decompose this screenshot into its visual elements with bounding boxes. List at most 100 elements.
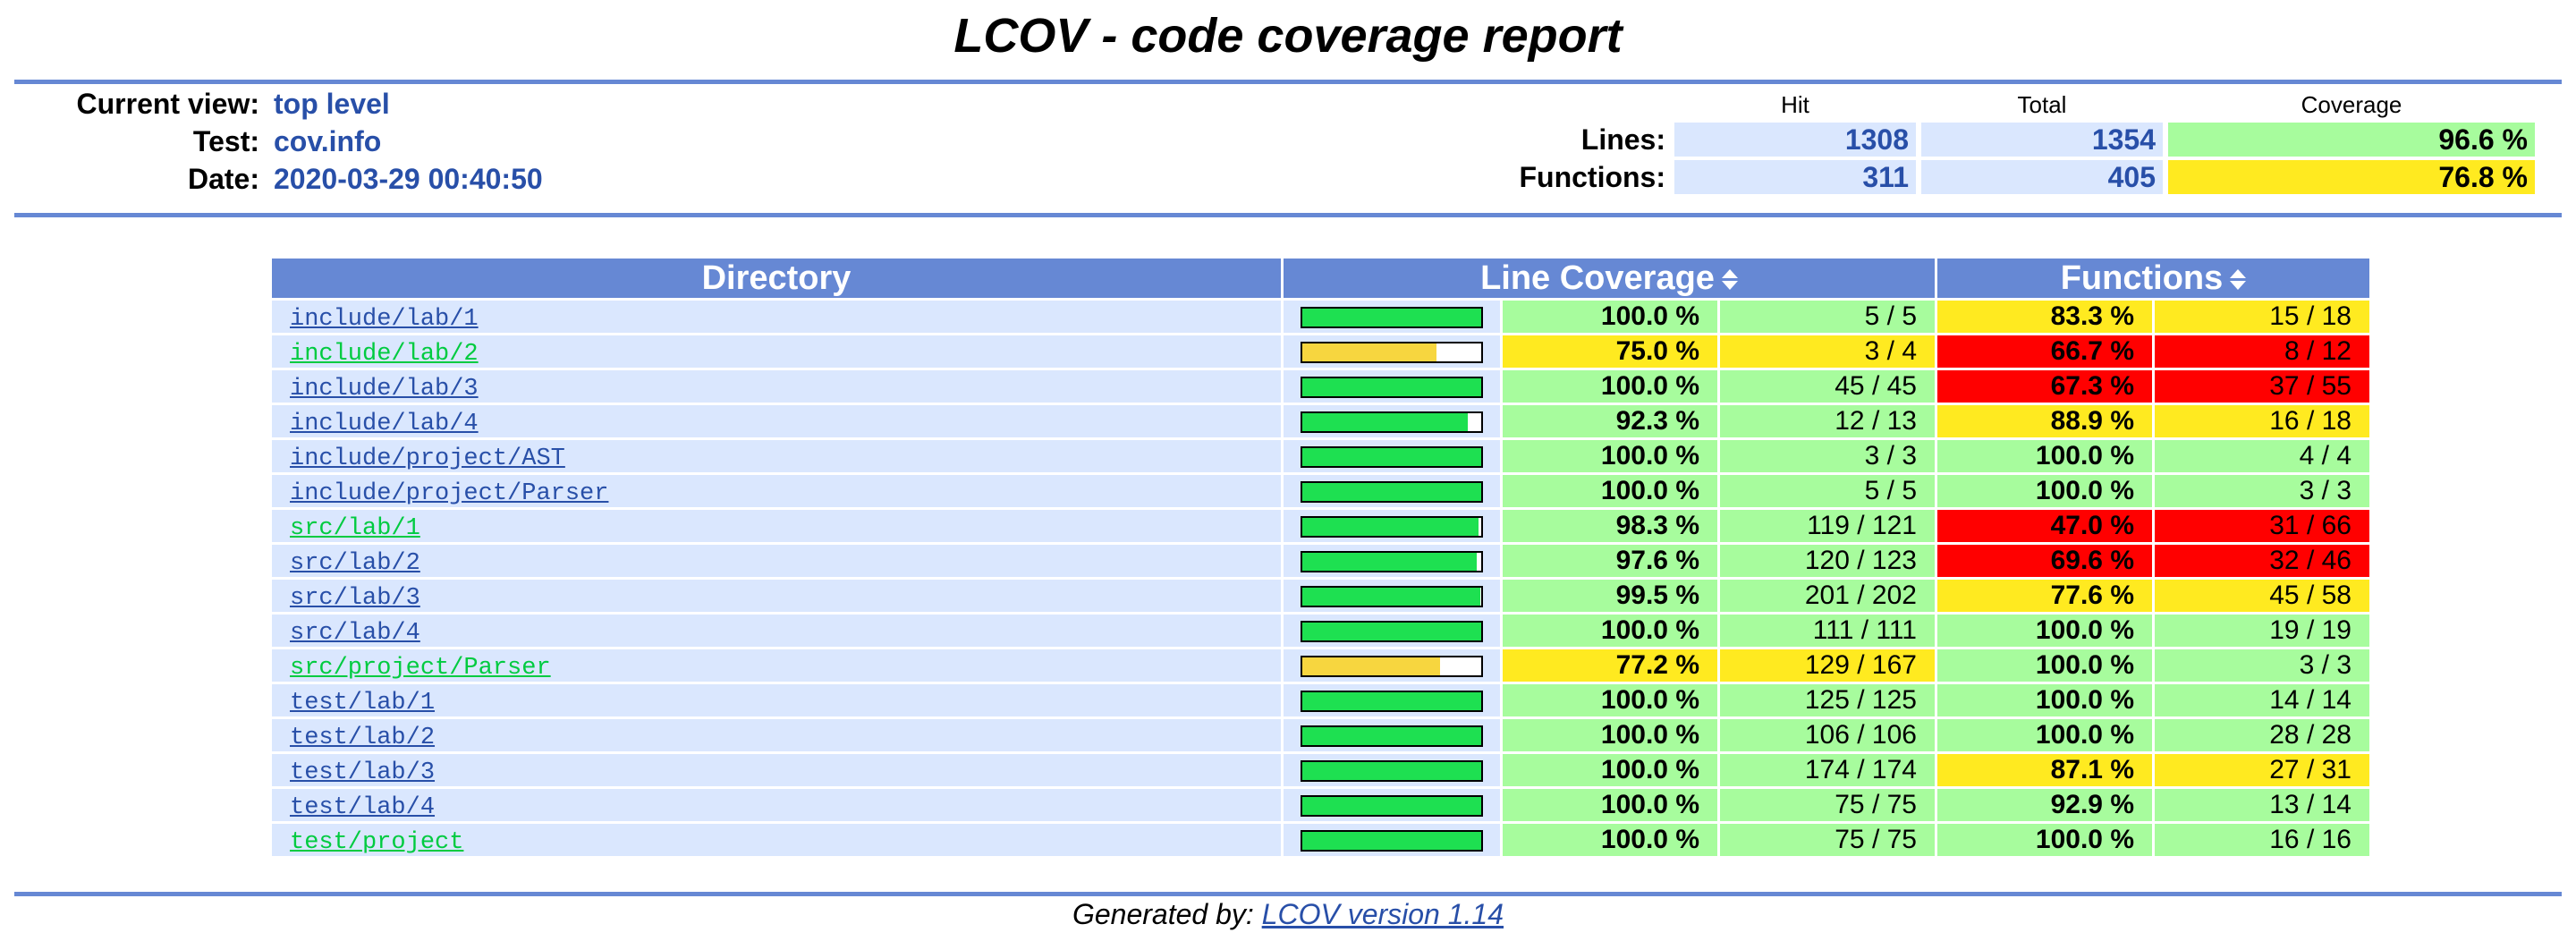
line-coverage-percent: 100.0 % <box>1503 615 1717 647</box>
test-value: cov.info <box>274 124 382 157</box>
directory-link[interactable]: include/project/AST <box>290 445 565 472</box>
function-coverage-count: 14 / 14 <box>2155 684 2369 716</box>
line-coverage-percent: 100.0 % <box>1503 684 1717 716</box>
line-coverage-count: 174 / 174 <box>1720 754 1935 786</box>
directory-link[interactable]: include/lab/1 <box>290 305 479 333</box>
directory-cell: src/lab/2 <box>272 545 1281 577</box>
table-row: include/lab/3 100.0 % 45 / 45 67.3 % 37 / 55 <box>272 370 2369 403</box>
line-coverage-percent: 100.0 % <box>1503 719 1717 751</box>
function-coverage-count: 3 / 3 <box>2155 649 2369 682</box>
table-row: src/lab/2 97.6 % 120 / 123 69.6 % 32 / 46 <box>272 545 2369 577</box>
line-coverage-percent: 75.0 % <box>1503 335 1717 368</box>
directory-cell: test/project <box>272 824 1281 856</box>
current-view-label: Current view: <box>76 87 259 120</box>
coverage-bar <box>1301 516 1483 538</box>
summary-functions-hit: 311 <box>1674 160 1916 194</box>
directory-link[interactable]: src/lab/3 <box>290 584 420 612</box>
coverage-bar <box>1301 481 1483 504</box>
directory-link[interactable]: test/lab/3 <box>290 759 436 786</box>
report-info: Current view: top level Test: cov.info D… <box>18 85 543 198</box>
directory-link[interactable]: src/lab/2 <box>290 549 420 577</box>
coverage-bar-fill <box>1302 483 1481 502</box>
function-coverage-count: 45 / 58 <box>2155 580 2369 612</box>
coverage-rows: include/lab/1 100.0 % 5 / 5 83.3 % 15 / 18 in… <box>272 301 2369 856</box>
coverage-bar <box>1301 725 1483 748</box>
table-row: include/project/AST 100.0 % 3 / 3 100.0 % 4 … <box>272 440 2369 472</box>
line-coverage-count: 119 / 121 <box>1720 510 1935 542</box>
coverage-bar-cell <box>1284 580 1500 612</box>
coverage-bar <box>1301 795 1483 818</box>
function-coverage-percent: 88.9 % <box>1937 405 2152 437</box>
function-coverage-count: 31 / 66 <box>2155 510 2369 542</box>
coverage-bar <box>1301 551 1483 573</box>
table-row: include/lab/2 75.0 % 3 / 4 66.7 % 8 / 12 <box>272 335 2369 368</box>
table-row: src/lab/1 98.3 % 119 / 121 47.0 % 31 / 66 <box>272 510 2369 542</box>
coverage-bar-cell <box>1284 545 1500 577</box>
line-coverage-percent: 100.0 % <box>1503 370 1717 403</box>
coverage-bar <box>1301 586 1483 608</box>
coverage-table: Directory Line Coverage Functions includ… <box>269 256 2372 859</box>
function-coverage-percent: 87.1 % <box>1937 754 2152 786</box>
coverage-bar-cell <box>1284 440 1500 472</box>
table-row: src/project/Parser 77.2 % 129 / 167 100.0 %… <box>272 649 2369 682</box>
directory-cell: include/lab/4 <box>272 405 1281 437</box>
coverage-bar <box>1301 691 1483 713</box>
function-coverage-count: 19 / 19 <box>2155 615 2369 647</box>
functions-header[interactable]: Functions <box>1937 259 2369 298</box>
coverage-bar <box>1301 760 1483 783</box>
line-coverage-header[interactable]: Line Coverage <box>1284 259 1935 298</box>
function-coverage-percent: 47.0 % <box>1937 510 2152 542</box>
function-coverage-percent: 92.9 % <box>1937 789 2152 821</box>
summary-functions-label: Functions: <box>1519 160 1665 193</box>
directory-link[interactable]: include/lab/4 <box>290 410 479 437</box>
directory-link[interactable]: include/lab/3 <box>290 375 479 403</box>
line-coverage-percent: 100.0 % <box>1503 789 1717 821</box>
function-coverage-percent: 69.6 % <box>1937 545 2152 577</box>
coverage-bar <box>1301 342 1483 364</box>
directory-link[interactable]: src/lab/1 <box>290 514 420 542</box>
lcov-version-link[interactable]: LCOV version 1.14 <box>1261 898 1504 930</box>
line-coverage-count: 125 / 125 <box>1720 684 1935 716</box>
coverage-bar-cell <box>1284 510 1500 542</box>
line-coverage-percent: 100.0 % <box>1503 301 1717 333</box>
directory-cell: src/lab/1 <box>272 510 1281 542</box>
line-coverage-header-label: Line Coverage <box>1480 259 1715 297</box>
line-coverage-count: 106 / 106 <box>1720 719 1935 751</box>
coverage-bar-cell <box>1284 719 1500 751</box>
date-label: Date: <box>187 162 259 195</box>
coverage-bar-fill <box>1302 309 1481 327</box>
directory-link[interactable]: src/project/Parser <box>290 654 551 682</box>
sort-icon[interactable] <box>1721 268 1738 290</box>
coverage-bar-cell <box>1284 684 1500 716</box>
function-coverage-percent: 100.0 % <box>1937 615 2152 647</box>
directory-cell: include/lab/2 <box>272 335 1281 368</box>
function-coverage-percent: 77.6 % <box>1937 580 2152 612</box>
line-coverage-percent: 77.2 % <box>1503 649 1717 682</box>
coverage-bar-cell <box>1284 824 1500 856</box>
function-coverage-percent: 100.0 % <box>1937 649 2152 682</box>
directory-link[interactable]: test/lab/2 <box>290 724 436 751</box>
line-coverage-percent: 100.0 % <box>1503 475 1717 507</box>
directory-link[interactable]: src/lab/4 <box>290 619 420 647</box>
line-coverage-count: 75 / 75 <box>1720 789 1935 821</box>
table-row: include/lab/1 100.0 % 5 / 5 83.3 % 15 / 18 <box>272 301 2369 333</box>
function-coverage-count: 32 / 46 <box>2155 545 2369 577</box>
sort-icon[interactable] <box>2230 268 2247 290</box>
directory-link[interactable]: test/project <box>290 828 464 856</box>
table-row: src/lab/3 99.5 % 201 / 202 77.6 % 45 / 58 <box>272 580 2369 612</box>
directory-link[interactable]: include/lab/2 <box>290 340 479 368</box>
function-coverage-count: 16 / 16 <box>2155 824 2369 856</box>
table-row: include/lab/4 92.3 % 12 / 13 88.9 % 16 / 18 <box>272 405 2369 437</box>
directory-link[interactable]: test/lab/1 <box>290 689 436 716</box>
function-coverage-percent: 100.0 % <box>1937 684 2152 716</box>
line-coverage-count: 111 / 111 <box>1720 615 1935 647</box>
directory-header: Directory <box>272 259 1281 298</box>
directory-cell: test/lab/3 <box>272 754 1281 786</box>
function-coverage-count: 3 / 3 <box>2155 475 2369 507</box>
table-row: test/project 100.0 % 75 / 75 100.0 % 16 / 16 <box>272 824 2369 856</box>
table-row: test/lab/3 100.0 % 174 / 174 87.1 % 27 / 31 <box>272 754 2369 786</box>
directory-link[interactable]: test/lab/4 <box>290 793 436 821</box>
coverage-bar-fill <box>1302 518 1479 537</box>
directory-link[interactable]: include/project/Parser <box>290 479 609 507</box>
summary-lines-row: Lines: 1308 1354 96.6 % <box>1490 123 2535 157</box>
